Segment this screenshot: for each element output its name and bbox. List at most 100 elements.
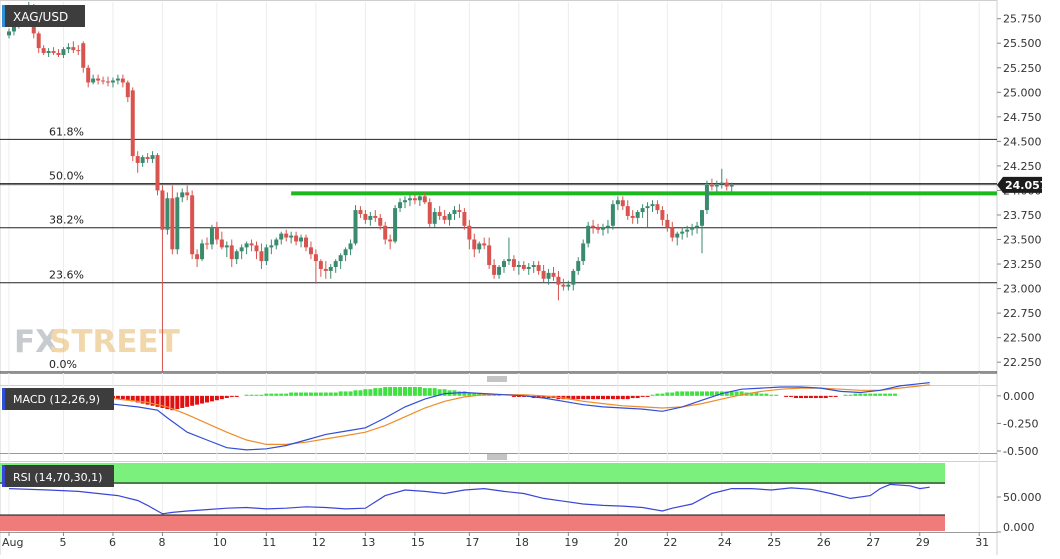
date-tick-label: 10 [213, 536, 227, 549]
candle [506, 237, 511, 266]
candle [412, 194, 417, 205]
macd-histogram-bar [635, 395, 640, 399]
macd-histogram-bar [195, 395, 200, 405]
candle [546, 268, 551, 285]
macd-histogram-bar [383, 387, 388, 396]
rsi-pane-border [0, 532, 997, 533]
macd-histogram-bar [665, 392, 670, 396]
candle [615, 196, 620, 211]
candle [110, 77, 115, 88]
macd-histogram-bar [511, 395, 516, 397]
macd-pane-top [0, 385, 997, 386]
candle [81, 41, 86, 73]
macd-histogram-bar [784, 395, 789, 397]
top-border [0, 0, 997, 1]
candle [551, 266, 556, 281]
candle [472, 233, 477, 258]
macd-histogram-bar [422, 388, 427, 396]
candle [323, 261, 328, 279]
candle [502, 259, 506, 273]
candle [655, 200, 660, 214]
date-tick-label: 11 [262, 536, 276, 549]
current-price-label: 24.057 [1005, 179, 1047, 192]
watermark-street: STREET [49, 324, 180, 360]
rsi-pane-resize-handle[interactable] [487, 454, 507, 460]
rsi-tick-label: 50.000 [1003, 491, 1042, 504]
macd-histogram-bar [818, 395, 823, 399]
macd-histogram-bar [828, 395, 833, 397]
date-tick-label: 13 [361, 536, 375, 549]
macd-histogram-bar [150, 395, 155, 406]
candle [650, 200, 655, 213]
candle [457, 204, 462, 218]
rsi-line [8, 483, 930, 515]
macd-histogram-bar [343, 391, 348, 396]
macd-histogram-bar [670, 392, 675, 396]
macd-histogram-bar [333, 392, 338, 396]
macd-histogram-bar [586, 395, 591, 400]
macd-histogram-bar [610, 395, 615, 400]
candle [239, 244, 244, 260]
price-tick-label: 22.750 [1003, 307, 1042, 320]
candle [724, 178, 729, 191]
candle [620, 196, 625, 211]
macd-histogram-bar [873, 393, 878, 396]
macd-histogram-bar [630, 395, 635, 399]
macd-histogram-bar [581, 395, 586, 400]
candle [437, 206, 442, 220]
candle [155, 153, 160, 196]
date-tick-label: 27 [866, 536, 880, 549]
macd-histogram-bar [145, 395, 150, 405]
candle [274, 237, 279, 250]
macd-histogram-bar [685, 391, 690, 396]
macd-histogram-bar [318, 392, 323, 396]
candle [214, 221, 219, 245]
macd-histogram-bar [714, 391, 719, 396]
price-tick-label: 23.500 [1003, 234, 1042, 247]
fib-label: 50.0% [49, 170, 84, 183]
candle [407, 195, 412, 207]
rsi-label: RSI (14,70,30,1) [13, 471, 102, 484]
candle [279, 231, 284, 245]
candle [432, 208, 437, 228]
macd-histogram-bar [789, 395, 794, 397]
date-tick-label: 18 [515, 536, 529, 549]
macd-legend[interactable]: MACD (12,26,9) [2, 388, 114, 410]
candle [249, 239, 254, 252]
macd-pane-resize-handle[interactable] [487, 376, 507, 382]
macd-histogram-bar [299, 392, 304, 396]
macd-histogram-bar [165, 395, 170, 410]
candle [160, 185, 165, 372]
candle [541, 265, 546, 283]
macd-histogram-bar [883, 393, 888, 396]
candle [586, 221, 591, 248]
macd-histogram-bar [313, 392, 318, 396]
macd-histogram-bar [358, 390, 363, 396]
candle [165, 192, 170, 235]
candle [284, 229, 289, 242]
candle [353, 205, 358, 246]
macd-histogram-bar [759, 393, 764, 396]
price-tick-label: 22.500 [1003, 332, 1042, 345]
macd-histogram-bar [675, 391, 680, 396]
candle [660, 206, 665, 226]
candle [244, 241, 249, 255]
rsi-legend[interactable]: RSI (14,70,30,1) [2, 465, 114, 487]
candle [645, 202, 650, 228]
macd-tick-label: 0.000 [1003, 390, 1035, 403]
date-tick-label: 25 [767, 536, 781, 549]
candle [630, 210, 635, 224]
fib-label: 23.6% [49, 269, 84, 282]
macd-histogram-bar [615, 395, 620, 400]
candle [76, 45, 81, 55]
candle [229, 239, 234, 267]
candle [581, 239, 586, 266]
macd-histogram-bar [709, 391, 714, 396]
macd-histogram-bar [576, 395, 581, 400]
candle [328, 264, 333, 279]
candle [91, 74, 96, 85]
macd-histogram-bar [363, 389, 368, 396]
symbol-tag[interactable]: XAG/USD [2, 5, 85, 27]
macd-histogram-bar [348, 391, 353, 396]
macd-histogram-bar [833, 395, 838, 397]
